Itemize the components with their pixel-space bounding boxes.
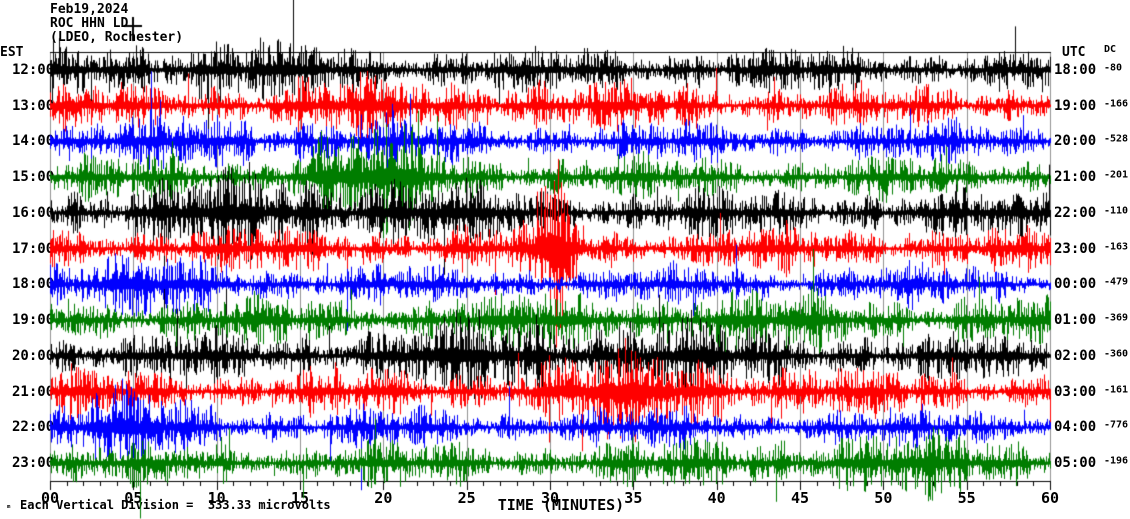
seismogram-canvas [0,0,1130,519]
helicorder-screen: Feb19,2024 ROC HHN LD (LDEO, Rochester) … [0,0,1130,519]
